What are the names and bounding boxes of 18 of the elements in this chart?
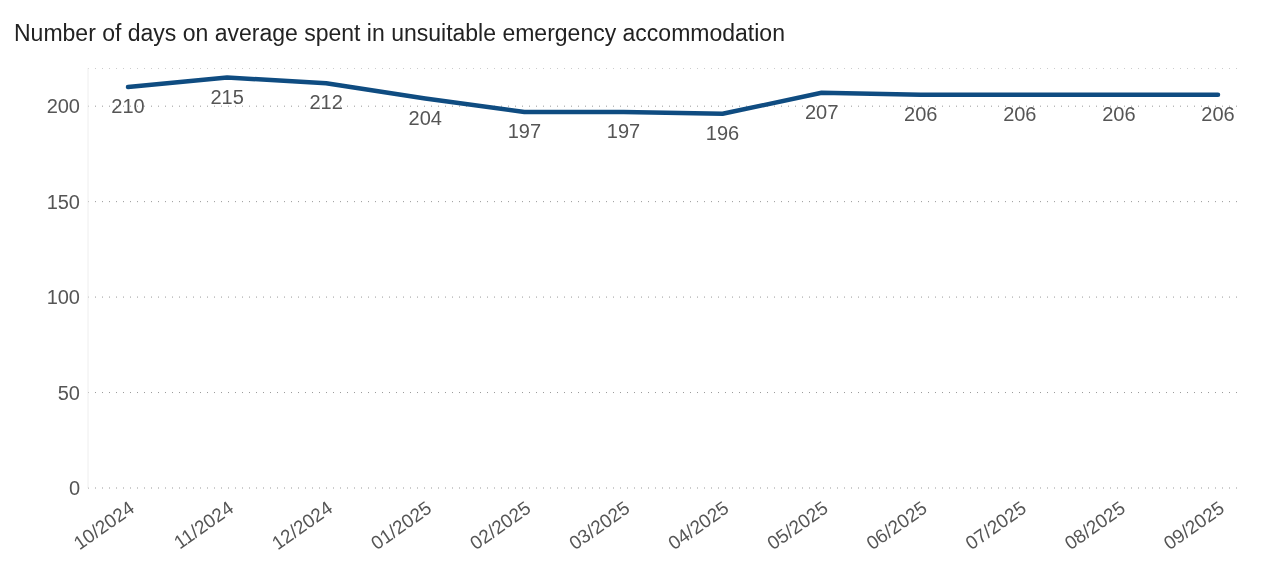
data-label: 210 xyxy=(111,95,145,118)
y-tick-label: 150 xyxy=(46,190,80,213)
data-label: 212 xyxy=(309,91,343,114)
data-label: 206 xyxy=(1102,102,1136,125)
data-label: 206 xyxy=(1201,102,1235,125)
data-label: 215 xyxy=(210,85,244,108)
chart-title: Number of days on average spent in unsuitable emergency accommodation xyxy=(14,20,785,47)
data-label: 204 xyxy=(408,106,442,129)
data-label: 207 xyxy=(804,101,839,124)
data-label: 196 xyxy=(705,122,740,145)
y-tick-label: 50 xyxy=(57,381,80,404)
data-label: 206 xyxy=(1003,102,1037,125)
y-tick-label: 0 xyxy=(68,477,80,500)
data-label: 197 xyxy=(606,120,641,143)
data-label: 206 xyxy=(904,102,938,125)
y-tick-label: 100 xyxy=(46,286,80,309)
y-tick-label: 200 xyxy=(46,95,80,118)
data-label: 197 xyxy=(507,120,542,143)
